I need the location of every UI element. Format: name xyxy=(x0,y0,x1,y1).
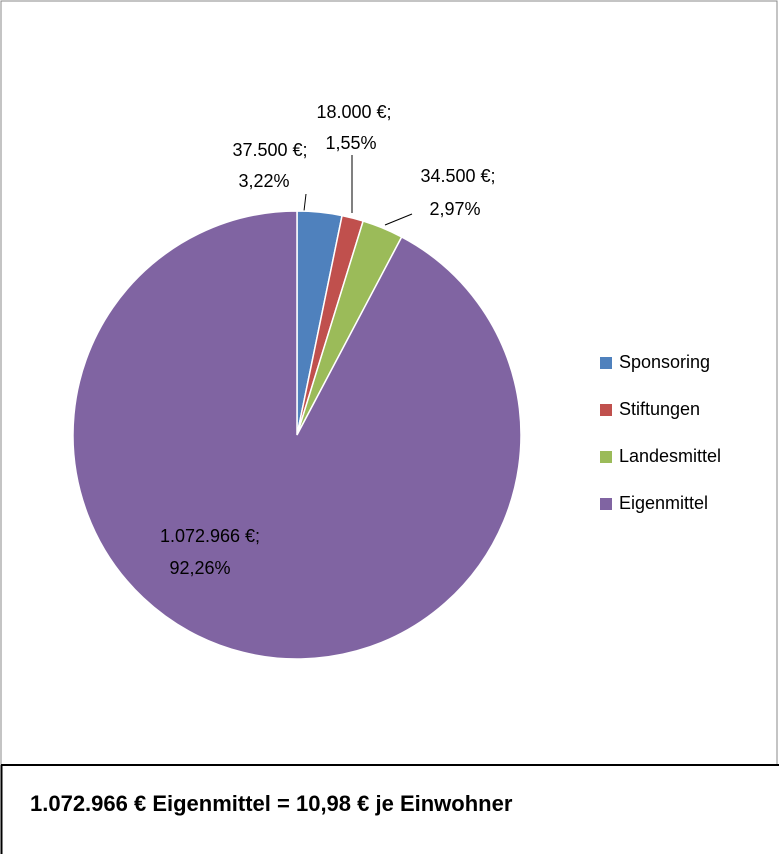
data-label: 37.500 €; xyxy=(232,140,307,160)
legend-swatch xyxy=(600,357,612,369)
legend-label: Landesmittel xyxy=(619,446,721,466)
legend-label: Eigenmittel xyxy=(619,493,708,513)
caption-frame xyxy=(0,764,779,854)
leader-lines xyxy=(303,155,413,226)
legend-label: Stiftungen xyxy=(619,399,700,419)
data-label: 1.072.966 €; xyxy=(160,526,260,546)
data-label: 18.000 €; xyxy=(316,102,391,122)
legend-label: Sponsoring xyxy=(619,352,710,372)
leader-line xyxy=(303,193,307,212)
caption: 1.072.966 € Eigenmittel = 10,98 € je Ein… xyxy=(30,791,513,816)
data-label: 2,97% xyxy=(429,199,480,219)
leader-line xyxy=(384,213,413,226)
legend-swatch xyxy=(600,498,612,510)
data-label: 1,55% xyxy=(325,133,376,153)
data-label: 3,22% xyxy=(238,171,289,191)
data-label: 92,26% xyxy=(169,558,230,578)
pie-slice xyxy=(72,210,522,660)
legend-swatch xyxy=(600,404,612,416)
legend-swatch xyxy=(600,451,612,463)
data-label: 34.500 €; xyxy=(420,166,495,186)
